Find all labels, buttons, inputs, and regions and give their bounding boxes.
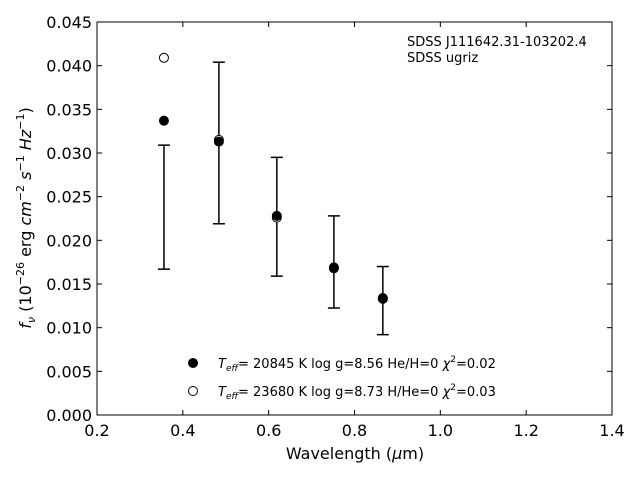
y-tick-label: 0.010: [46, 319, 92, 338]
legend-marker-filled: [188, 358, 198, 368]
legend-entry-2: Teff= 23680 K log g=8.73 H/He=0 χ2=0.03: [218, 383, 496, 402]
y-tick-label: 0.035: [46, 100, 92, 119]
data-point-filled: [271, 210, 282, 221]
legend-marker-open: [188, 386, 198, 396]
x-tick-label: 0.4: [170, 421, 195, 440]
data-point-filled: [213, 136, 224, 147]
legend-entry-1: Teff= 20845 K log g=8.56 He/H=0 χ2=0.02: [218, 355, 496, 374]
annotation-survey: SDSS ugriz: [407, 51, 478, 66]
x-tick-label: 1.0: [428, 421, 453, 440]
y-tick-label: 0.015: [46, 275, 92, 294]
x-tick-label: 1.2: [513, 421, 538, 440]
y-tick-label: 0.045: [46, 13, 92, 32]
annotation-object: SDSS J111642.31-103202.4: [407, 35, 587, 50]
plot-area: [96, 21, 613, 416]
y-tick-label: 0.000: [46, 406, 92, 425]
data-point-filled: [377, 292, 388, 303]
x-axis-label: Wavelength (μm): [286, 444, 424, 463]
y-tick-label: 0.025: [46, 188, 92, 207]
y-tick-label: 0.040: [46, 57, 92, 76]
x-tick-label: 1.4: [599, 421, 624, 440]
data-point-filled: [328, 262, 339, 273]
legend: Teff= 20845 K log g=8.56 He/H=0 χ2=0.02 …: [188, 355, 496, 402]
y-tick-label: 0.020: [46, 231, 92, 250]
data-point-filled: [158, 115, 169, 126]
data-point-open: [158, 52, 169, 63]
x-tick-label: 0.6: [256, 421, 281, 440]
x-tick-label: 0.2: [84, 421, 109, 440]
x-tick-label: 0.8: [342, 421, 367, 440]
y-tick-label: 0.030: [46, 144, 92, 163]
y-tick-label: 0.005: [46, 362, 92, 381]
y-axis-label: fν (10−26 erg cm−2 s−1 Hz−1): [14, 107, 38, 328]
